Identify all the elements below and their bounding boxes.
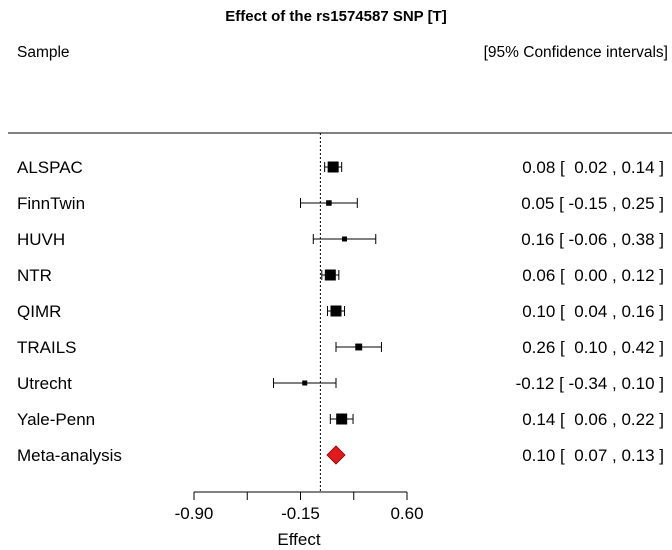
study-rows: ALSPAC 0.08 [ 0.02 , 0.14 ] FinnTwin 0.05 [… xyxy=(17,158,664,465)
chart-title: Effect of the rs1574587 SNP [T] xyxy=(225,8,446,25)
effect-marker xyxy=(330,305,342,317)
study-label: NTR xyxy=(17,266,52,285)
x-axis: -0.90 -0.15 0.60 xyxy=(175,491,424,523)
x-tick-label: -0.90 xyxy=(175,504,214,523)
study-label: FinnTwin xyxy=(17,194,85,213)
study-label: Utrecht xyxy=(17,374,72,393)
ci-text: 0.05 [ -0.15 , 0.25 ] xyxy=(521,194,664,213)
ci-text: 0.16 [ -0.06 , 0.38 ] xyxy=(521,230,664,249)
x-tick-label: 0.60 xyxy=(390,504,423,523)
study-label: TRAILS xyxy=(17,338,77,357)
summary-label: Meta-analysis xyxy=(17,446,122,465)
study-label: Yale-Penn xyxy=(17,410,95,429)
left-header: Sample xyxy=(17,44,70,61)
effect-marker xyxy=(302,380,308,386)
effect-marker xyxy=(355,343,363,351)
effect-marker xyxy=(324,269,336,281)
ci-text: 0.06 [ 0.00 , 0.12 ] xyxy=(522,266,664,285)
x-tick-label: -0.15 xyxy=(281,504,320,523)
ci-text: -0.12 [ -0.34 , 0.10 ] xyxy=(516,374,664,393)
summary-ci-text: 0.10 [ 0.07 , 0.13 ] xyxy=(522,446,664,465)
effect-marker xyxy=(336,413,348,425)
ci-text: 0.14 [ 0.06 , 0.22 ] xyxy=(522,410,664,429)
right-header: [95% Confidence intervals] xyxy=(484,44,668,61)
summary-diamond xyxy=(326,445,346,465)
effect-marker xyxy=(342,236,348,242)
study-label: HUVH xyxy=(17,230,65,249)
study-label: QIMR xyxy=(17,302,61,321)
x-axis-label: Effect xyxy=(277,530,320,549)
study-label: ALSPAC xyxy=(17,158,83,177)
ci-text: 0.10 [ 0.04 , 0.16 ] xyxy=(522,302,664,321)
effect-marker xyxy=(327,161,339,173)
ci-text: 0.08 [ 0.02 , 0.14 ] xyxy=(522,158,664,177)
effect-marker xyxy=(326,200,332,206)
ci-text: 0.26 [ 0.10 , 0.42 ] xyxy=(522,338,664,357)
